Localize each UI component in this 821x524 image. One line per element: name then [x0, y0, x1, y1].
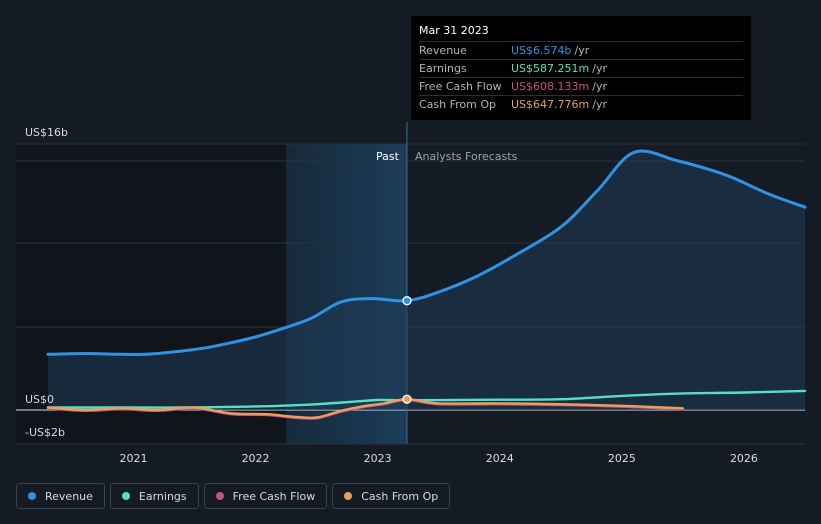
marker-cash-from-op — [402, 394, 412, 404]
tooltip-label: Revenue — [419, 44, 467, 57]
series-line-earnings — [46, 389, 807, 409]
tooltip-date: Mar 31 2023 — [419, 24, 489, 37]
axis-labels: US$16b US$0 -US$2b 2021 2022 2023 2024 2025 2026… — [25, 126, 758, 465]
tooltip-unit: /yr — [592, 80, 607, 93]
series-line-cash-from-op — [46, 397, 685, 420]
legend-label: Cash From Op — [361, 489, 439, 503]
tooltip-label: Free Cash Flow — [419, 80, 502, 93]
legend-dot-icon — [344, 492, 353, 500]
tooltip-value: US$608.133m — [511, 80, 590, 93]
series-markers — [402, 296, 412, 404]
tooltip-unit: /yr — [592, 98, 607, 111]
x-tick-label: 2022 — [242, 452, 270, 465]
legend-item-cash-from-op[interactable]: Cash From Op — [332, 483, 451, 509]
x-tick-label: 2025 — [608, 452, 636, 465]
y-axis-label: -US$2b — [25, 426, 65, 439]
legend-item-revenue[interactable]: Revenue — [16, 483, 105, 509]
tooltip-value: US$647.776m — [511, 98, 590, 111]
series-line-revenue — [46, 149, 807, 357]
hover-tooltip: Mar 31 2023 Revenue US$6.574b /yr Earnin… — [411, 16, 751, 120]
tooltip-row-earnings: Earnings US$587.251m /yr — [419, 59, 743, 77]
legend-label: Earnings — [138, 489, 187, 503]
legend-item-free-cash-flow[interactable]: Free Cash Flow — [203, 483, 328, 509]
tooltip-row-revenue: Revenue US$6.574b /yr — [419, 41, 743, 59]
x-tick-label: 2021 — [119, 452, 147, 465]
x-tick-label: 2024 — [486, 452, 514, 465]
legend-label: Revenue — [45, 489, 93, 503]
y-axis-label: US$0 — [25, 393, 54, 406]
tooltip-value: US$6.574b — [511, 44, 572, 57]
legend-label: Free Cash Flow — [232, 489, 316, 503]
legend-dot-icon — [121, 492, 130, 500]
chart-canvas: US$16b US$0 -US$2b 2021 2022 2023 2024 2025 2026… — [16, 122, 807, 465]
forecast-label: Analysts Forecasts — [415, 150, 518, 163]
tooltip-unit: /yr — [592, 62, 607, 75]
legend-item-earnings[interactable]: Earnings — [109, 483, 199, 509]
series-area-revenue — [48, 150, 805, 410]
x-tick-label: 2023 — [364, 452, 392, 465]
y-axis-label: US$16b — [25, 126, 68, 139]
tooltip-label: Cash From Op — [419, 98, 497, 111]
tooltip-row-free-cash-flow: Free Cash Flow US$608.133m /yr — [419, 77, 743, 95]
series-lines — [46, 149, 807, 420]
x-tick-label: 2026 — [730, 452, 758, 465]
legend-dot-icon — [215, 492, 224, 500]
tooltip-unit: /yr — [574, 44, 590, 57]
tooltip-value: US$587.251m — [511, 62, 590, 75]
tooltip-row-cash-from-op: Cash From Op US$647.776m /yr — [419, 95, 743, 113]
past-label: Past — [376, 150, 400, 163]
marker-revenue — [402, 296, 412, 306]
chart-legend: Revenue Earnings Free Cash Flow Cash Fro… — [16, 483, 451, 509]
legend-dot-icon — [28, 492, 36, 500]
tooltip-label: Earnings — [419, 62, 467, 75]
